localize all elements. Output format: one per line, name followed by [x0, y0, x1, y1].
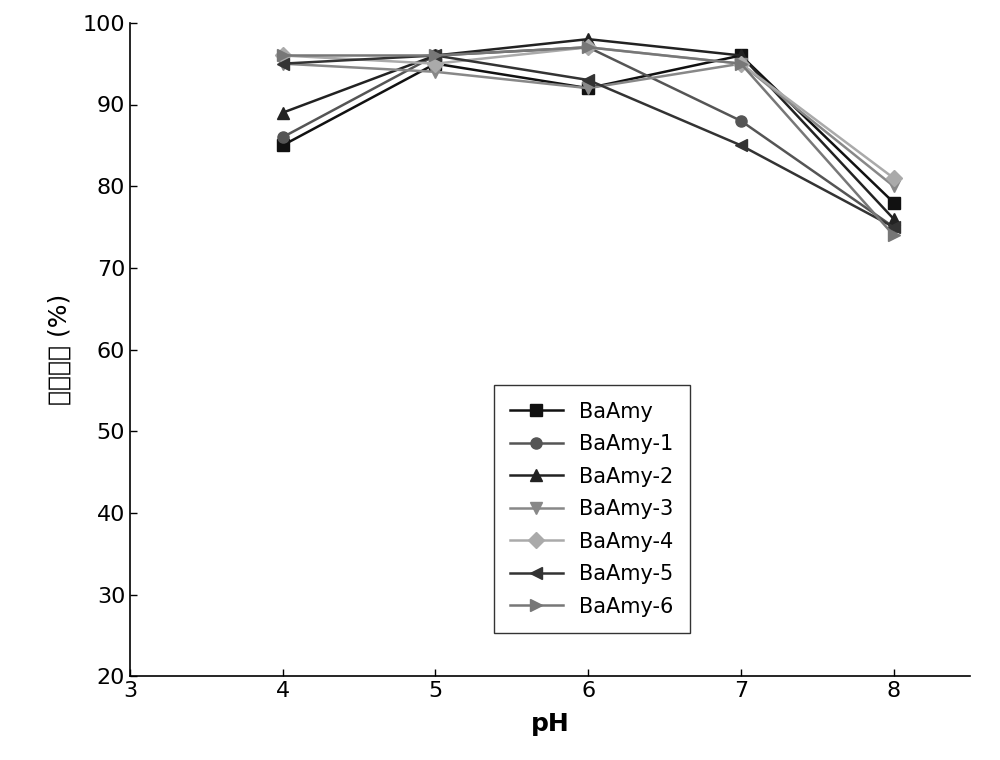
- BaAmy: [735, 51, 747, 60]
- BaAmy-4: [277, 51, 289, 60]
- Y-axis label: 相對酵活 (%): 相對酵活 (%): [47, 294, 71, 405]
- BaAmy-1: [735, 116, 747, 125]
- BaAmy: [888, 198, 900, 207]
- BaAmy-3: [429, 67, 441, 76]
- BaAmy: [582, 84, 594, 93]
- BaAmy-1: [888, 223, 900, 232]
- BaAmy-2: [277, 108, 289, 117]
- BaAmy-5: [735, 141, 747, 150]
- BaAmy-5: [888, 223, 900, 232]
- BaAmy-3: [277, 59, 289, 68]
- BaAmy-3: [582, 84, 594, 93]
- Line: BaAmy-6: BaAmy-6: [277, 42, 899, 241]
- Line: BaAmy: BaAmy: [277, 50, 899, 208]
- BaAmy-5: [429, 51, 441, 60]
- BaAmy: [429, 59, 441, 68]
- X-axis label: pH: pH: [531, 712, 569, 736]
- BaAmy-3: [888, 182, 900, 191]
- BaAmy-2: [735, 51, 747, 60]
- BaAmy-4: [888, 173, 900, 182]
- BaAmy-2: [429, 51, 441, 60]
- Line: BaAmy-5: BaAmy-5: [277, 50, 899, 233]
- BaAmy-4: [735, 59, 747, 68]
- BaAmy-1: [582, 43, 594, 52]
- BaAmy-6: [429, 51, 441, 60]
- BaAmy-1: [277, 132, 289, 141]
- Line: BaAmy-3: BaAmy-3: [277, 58, 899, 192]
- BaAmy-6: [277, 51, 289, 60]
- BaAmy-6: [888, 230, 900, 239]
- Line: BaAmy-2: BaAmy-2: [277, 33, 899, 224]
- Line: BaAmy-4: BaAmy-4: [277, 42, 899, 184]
- BaAmy-1: [429, 51, 441, 60]
- BaAmy-4: [429, 59, 441, 68]
- BaAmy-5: [582, 75, 594, 84]
- BaAmy-2: [582, 34, 594, 43]
- BaAmy-6: [735, 59, 747, 68]
- BaAmy-3: [735, 59, 747, 68]
- Line: BaAmy-1: BaAmy-1: [277, 42, 899, 233]
- BaAmy-2: [888, 214, 900, 223]
- BaAmy-4: [582, 43, 594, 52]
- Legend: BaAmy, BaAmy-1, BaAmy-2, BaAmy-3, BaAmy-4, BaAmy-5, BaAmy-6: BaAmy, BaAmy-1, BaAmy-2, BaAmy-3, BaAmy-…: [494, 385, 690, 633]
- BaAmy-5: [277, 59, 289, 68]
- BaAmy: [277, 141, 289, 150]
- BaAmy-6: [582, 43, 594, 52]
